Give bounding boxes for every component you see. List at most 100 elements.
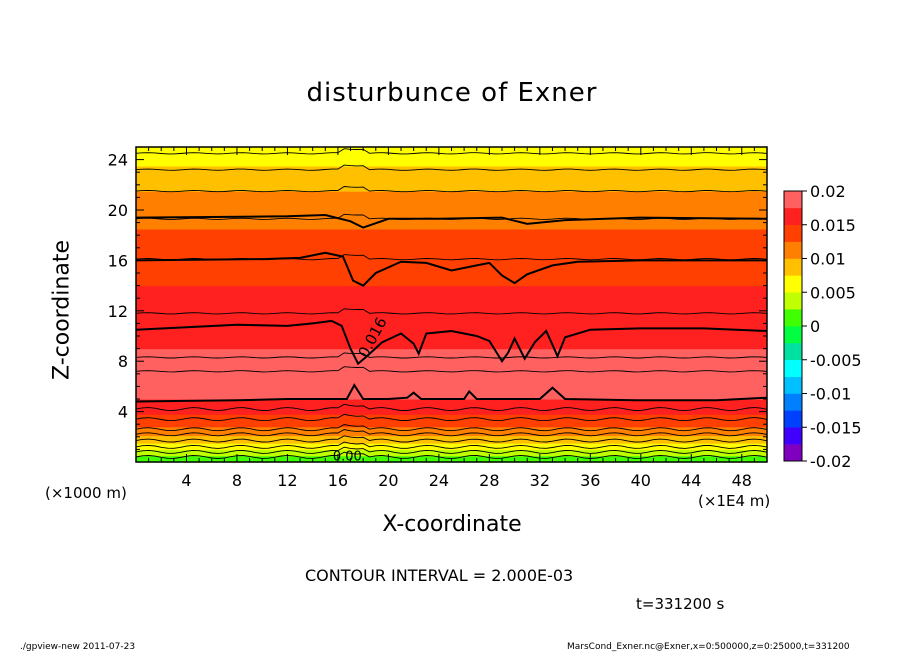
field-band [136,368,767,371]
y-tick-label: 8 [118,352,128,371]
field-band [136,358,767,361]
field-band [136,274,767,277]
field-band [136,203,767,206]
x-tick-label: 24 [429,471,449,490]
field-band [136,250,767,253]
contour-line [135,352,768,359]
field-band [136,351,767,353]
contour-line [135,429,768,437]
field-band [136,427,767,430]
field-band [136,246,767,249]
field-band [136,334,767,337]
field-band [136,301,767,304]
field-band [136,387,767,390]
field-band [136,338,767,341]
field-band [136,238,767,241]
y-tick-label: 24 [108,151,128,170]
field-band [136,204,767,207]
field-band [136,221,767,224]
field-band [136,208,767,211]
field-band [136,421,767,424]
field-band [136,186,767,188]
field-band [136,279,767,282]
field-band [136,188,767,191]
field-band [136,255,767,258]
field-band [136,420,767,423]
field-band [136,295,767,298]
field-band [136,181,767,183]
field-band [136,163,767,166]
field-band [136,382,767,385]
field-band [136,372,767,375]
field-band [136,236,767,239]
field-band [136,366,767,369]
field-band [136,212,767,215]
field-band [136,261,767,264]
field-band [136,439,767,442]
contour-label: 0.00 [333,450,362,465]
field-band [136,189,767,192]
y-axis: 4 8 12 16 20 24 [108,146,767,463]
field-band [136,194,767,197]
field-band [136,298,767,301]
field-band [136,231,767,234]
contour-line [135,424,768,432]
field-band [136,201,767,204]
colorbar-segment [784,275,802,293]
field-band [136,390,767,393]
field-band [136,197,767,200]
field-band [136,164,767,167]
field-band [136,455,767,458]
field-band [136,352,767,355]
field-band [136,343,767,346]
field-band [136,174,767,177]
field-band [136,342,767,345]
field-band [136,271,767,274]
field-band [136,412,767,415]
field-band [136,150,767,153]
x-tick-label: 36 [580,471,600,490]
field-band [136,450,767,453]
field-band [136,376,767,379]
field-band [136,281,767,284]
field-band [136,425,767,428]
field-band [136,405,767,408]
field-band [136,286,767,289]
field-band [136,431,767,434]
time-note: t=331200 s [636,595,725,613]
field-band [136,225,767,227]
field-band [136,278,767,280]
field-band [136,157,767,159]
x-tick-label: 20 [378,471,398,490]
field-band [136,319,767,322]
field-band [136,323,767,326]
colorbar-tick-label: -0.005 [810,351,862,370]
field-band [136,359,767,362]
field-band [136,419,767,422]
field-band [136,228,767,231]
field-band [136,245,767,248]
field-band [136,159,767,162]
field-band [136,177,767,180]
field-band [136,241,767,244]
colorbar-tick-label: -0.01 [810,385,851,404]
y-tick-label: 12 [108,302,128,321]
field-band [136,265,767,268]
x-tick-label: 32 [530,471,550,490]
field-band [136,285,767,288]
colorbar-segment [784,241,802,259]
chart-title: disturbunce of Exner [306,78,598,108]
field-band [136,436,767,439]
x-tick-label: 44 [681,471,701,490]
contour-fill [136,147,767,463]
field-band [136,237,767,240]
contour-interval-note: CONTOUR INTERVAL = 2.000E-03 [305,566,574,585]
field-band [136,307,767,309]
field-band [136,230,767,233]
field-band [136,422,767,425]
field-band [136,454,767,457]
x-tick-label: 8 [232,471,242,490]
colorbar-tick-label: 0.01 [810,250,846,269]
field-band [136,337,767,340]
